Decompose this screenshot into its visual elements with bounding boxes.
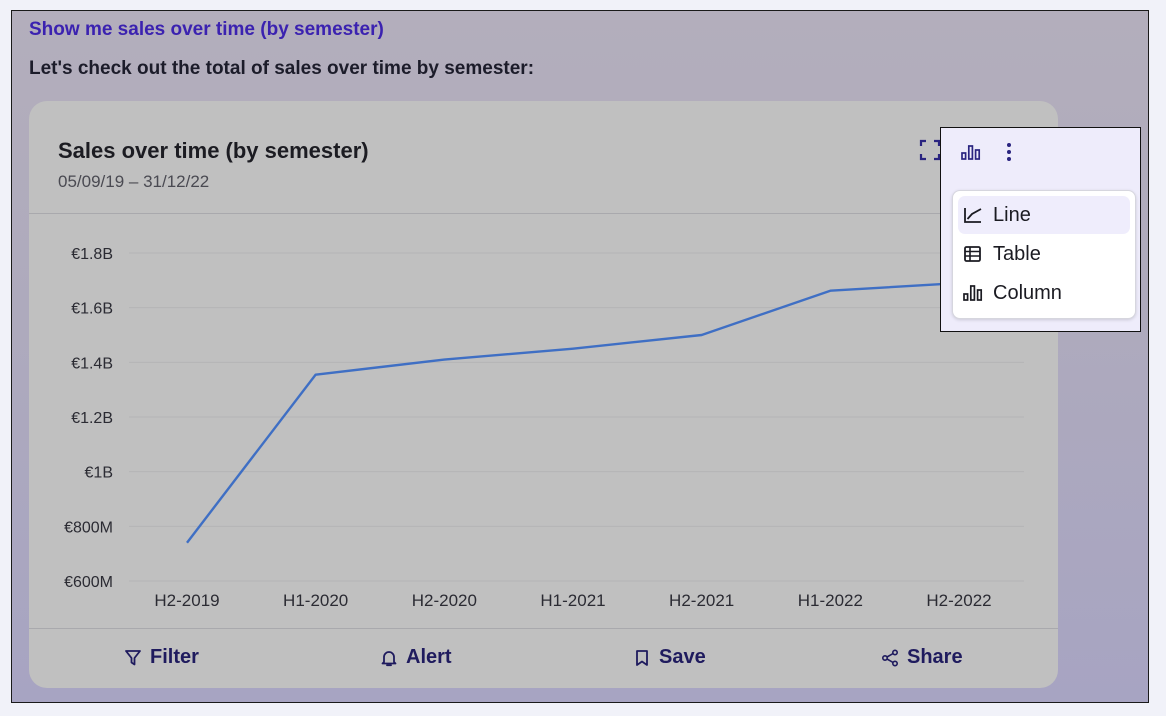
card-title: Sales over time (by semester) — [58, 138, 369, 163]
menu-item-label: Column — [993, 281, 1062, 304]
x-tick-label: H2-2022 — [926, 591, 991, 610]
menu-item-line[interactable]: Line — [958, 196, 1130, 234]
y-tick-label: €1.6B — [71, 301, 113, 318]
column-chart-icon[interactable] — [960, 140, 982, 164]
table-icon — [964, 246, 981, 262]
y-tick-label: €800M — [64, 519, 113, 536]
x-tick-label: H2-2019 — [154, 591, 219, 610]
header-divider — [29, 213, 1058, 214]
fullscreen-icon[interactable] — [919, 139, 941, 161]
x-tick-label: H1-2021 — [540, 591, 605, 610]
card-date-range: 05/09/19 – 31/12/22 — [58, 172, 210, 191]
y-tick-label: €1.4B — [71, 355, 113, 372]
chart-type-popover: Line Table Column — [940, 127, 1141, 332]
y-tick-label: €1.2B — [71, 410, 113, 427]
x-tick-label: H2-2021 — [669, 591, 734, 610]
bell-icon — [381, 650, 397, 666]
chart-card: Sales over time (by semester) 05/09/19 –… — [29, 101, 1058, 688]
chat-frame: Show me sales over time (by semester) Le… — [11, 10, 1149, 703]
column-chart-icon — [963, 285, 983, 301]
series-line — [186, 281, 960, 544]
alert-button[interactable]: Alert — [380, 646, 452, 669]
save-button[interactable]: Save — [633, 646, 706, 669]
bookmark-icon — [636, 649, 648, 666]
assistant-answer: Let's check out the total of sales over … — [29, 58, 535, 79]
alert-label: Alert — [406, 646, 452, 668]
share-label: Share — [907, 646, 963, 668]
x-tick-label: H1-2020 — [283, 591, 348, 610]
x-tick-label: H1-2022 — [798, 591, 863, 610]
more-vertical-icon[interactable] — [998, 140, 1020, 164]
menu-item-column[interactable]: Column — [958, 274, 1130, 312]
filter-button[interactable]: Filter — [124, 646, 199, 669]
filter-label: Filter — [150, 646, 199, 668]
chart-type-menu: Line Table Column — [952, 190, 1136, 319]
share-icon — [881, 648, 899, 667]
menu-item-table[interactable]: Table — [958, 235, 1130, 273]
share-button[interactable]: Share — [881, 646, 963, 669]
y-tick-label: €600M — [64, 574, 113, 591]
y-tick-label: €1.8B — [71, 246, 113, 263]
footer-divider — [29, 628, 1058, 629]
user-question[interactable]: Show me sales over time (by semester) — [29, 19, 384, 40]
save-label: Save — [659, 646, 706, 668]
line-chart-icon — [964, 208, 982, 223]
filter-icon — [125, 649, 141, 665]
x-tick-label: H2-2020 — [412, 591, 477, 610]
menu-item-label: Table — [993, 242, 1041, 265]
menu-item-label: Line — [993, 203, 1031, 226]
line-chart: €600M €800M €1B €1.2B €1.4B €1.6B €1.8B H2-2019… — [64, 246, 1024, 610]
y-tick-label: €1B — [85, 465, 113, 482]
